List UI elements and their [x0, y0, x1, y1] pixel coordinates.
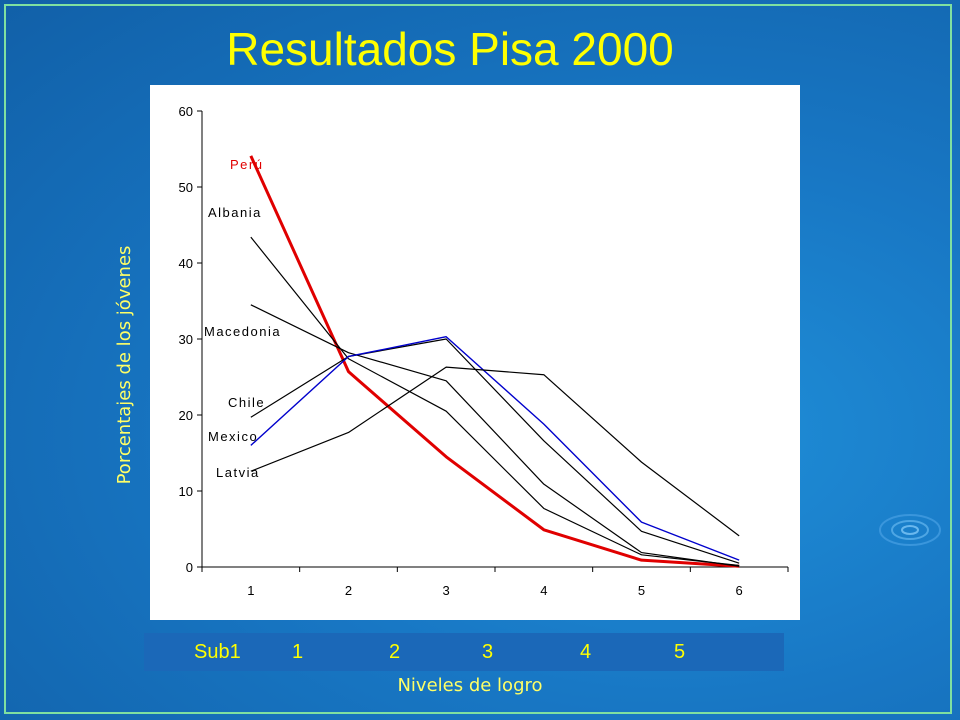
series-label: Chile: [228, 395, 265, 410]
chart-title: Resultados Pisa 2000: [226, 23, 674, 75]
y-tick-label: 40: [179, 256, 193, 271]
x-tick-label: 4: [540, 583, 547, 598]
series-line-0: [249, 155, 740, 568]
x-axis-label: Niveles de logro: [397, 675, 543, 696]
x-tick-label: 5: [638, 583, 645, 598]
legend-bar-item: 1: [292, 641, 304, 663]
line-chart: 0 10 20 30 40 50 60 1 2 3 4 5 6 Perú Albania Macedonia C…: [179, 104, 789, 598]
series-line-4: [250, 336, 740, 561]
series-line-3: [250, 338, 740, 564]
series-line-5: [250, 366, 740, 537]
ripple-decoration: [879, 514, 941, 546]
x-tick-label: 6: [736, 583, 743, 598]
series-label: Macedonia: [204, 324, 281, 339]
y-tick-label: 0: [186, 560, 193, 575]
series-label: Perú: [230, 157, 263, 172]
plot-panel: 0 10 20 30 40 50 60 1 2 3 4 5 6 Perú Albania Macedonia C…: [150, 85, 800, 620]
series-label: Albania: [208, 205, 262, 220]
y-tick-label: 50: [179, 180, 193, 195]
legend-bar-item: 4: [580, 641, 592, 663]
series-line-2: [250, 304, 740, 567]
legend-bar-item: 5: [674, 641, 686, 663]
series-line-1: [250, 236, 740, 567]
y-tick-label: 10: [179, 484, 193, 499]
series-label: Latvia: [216, 465, 260, 480]
legend-bar: Sub1 1 2 3 4 5: [144, 633, 784, 671]
x-tick-label: 3: [443, 583, 450, 598]
y-tick-label: 30: [179, 332, 193, 347]
legend-bar-item: Sub1: [194, 641, 241, 663]
y-tick-label: 60: [179, 104, 193, 119]
x-tick-label: 2: [345, 583, 352, 598]
slide-frame: [4, 4, 952, 714]
y-tick-label: 20: [179, 408, 193, 423]
legend-bar-item: 3: [482, 641, 494, 663]
legend-bar-item: 2: [389, 641, 401, 663]
x-tick-label: 1: [247, 583, 254, 598]
y-axis-label: Porcentajes de los jóvenes: [114, 245, 135, 485]
series-label: Mexico: [208, 429, 258, 444]
